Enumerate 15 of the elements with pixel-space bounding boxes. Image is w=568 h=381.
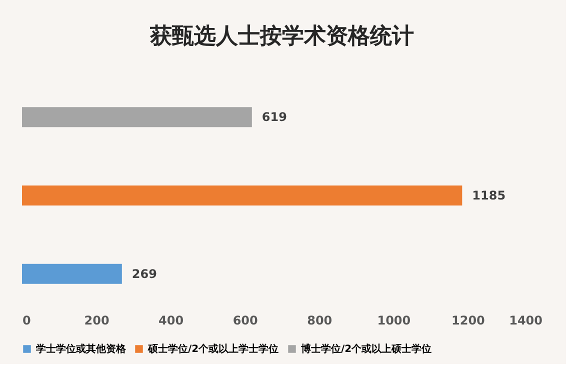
total-label: 619 xyxy=(262,110,287,124)
x-tick-label: 0 xyxy=(22,314,31,328)
x-tick-label: 600 xyxy=(232,314,258,328)
x-tick-label: 1200 xyxy=(452,314,485,328)
x-tick-label: 400 xyxy=(158,314,184,328)
x-tick-label: 1400 xyxy=(509,314,542,328)
legend-label: 学士学位或其他资格 xyxy=(36,343,127,355)
legend-label: 硕士学位/2个或以上学士学位 xyxy=(147,343,279,355)
legend-label: 博士学位/2个或以上硕士学位 xyxy=(300,343,432,355)
total-label: 1185 xyxy=(472,188,506,202)
x-tick-label: 1000 xyxy=(377,314,411,328)
total-label: 269 xyxy=(132,266,157,281)
x-tick-label: 800 xyxy=(307,314,332,328)
chart-title: 获甄选人士按学术资格统计 xyxy=(149,23,414,49)
x-tick-label: 200 xyxy=(84,314,110,328)
